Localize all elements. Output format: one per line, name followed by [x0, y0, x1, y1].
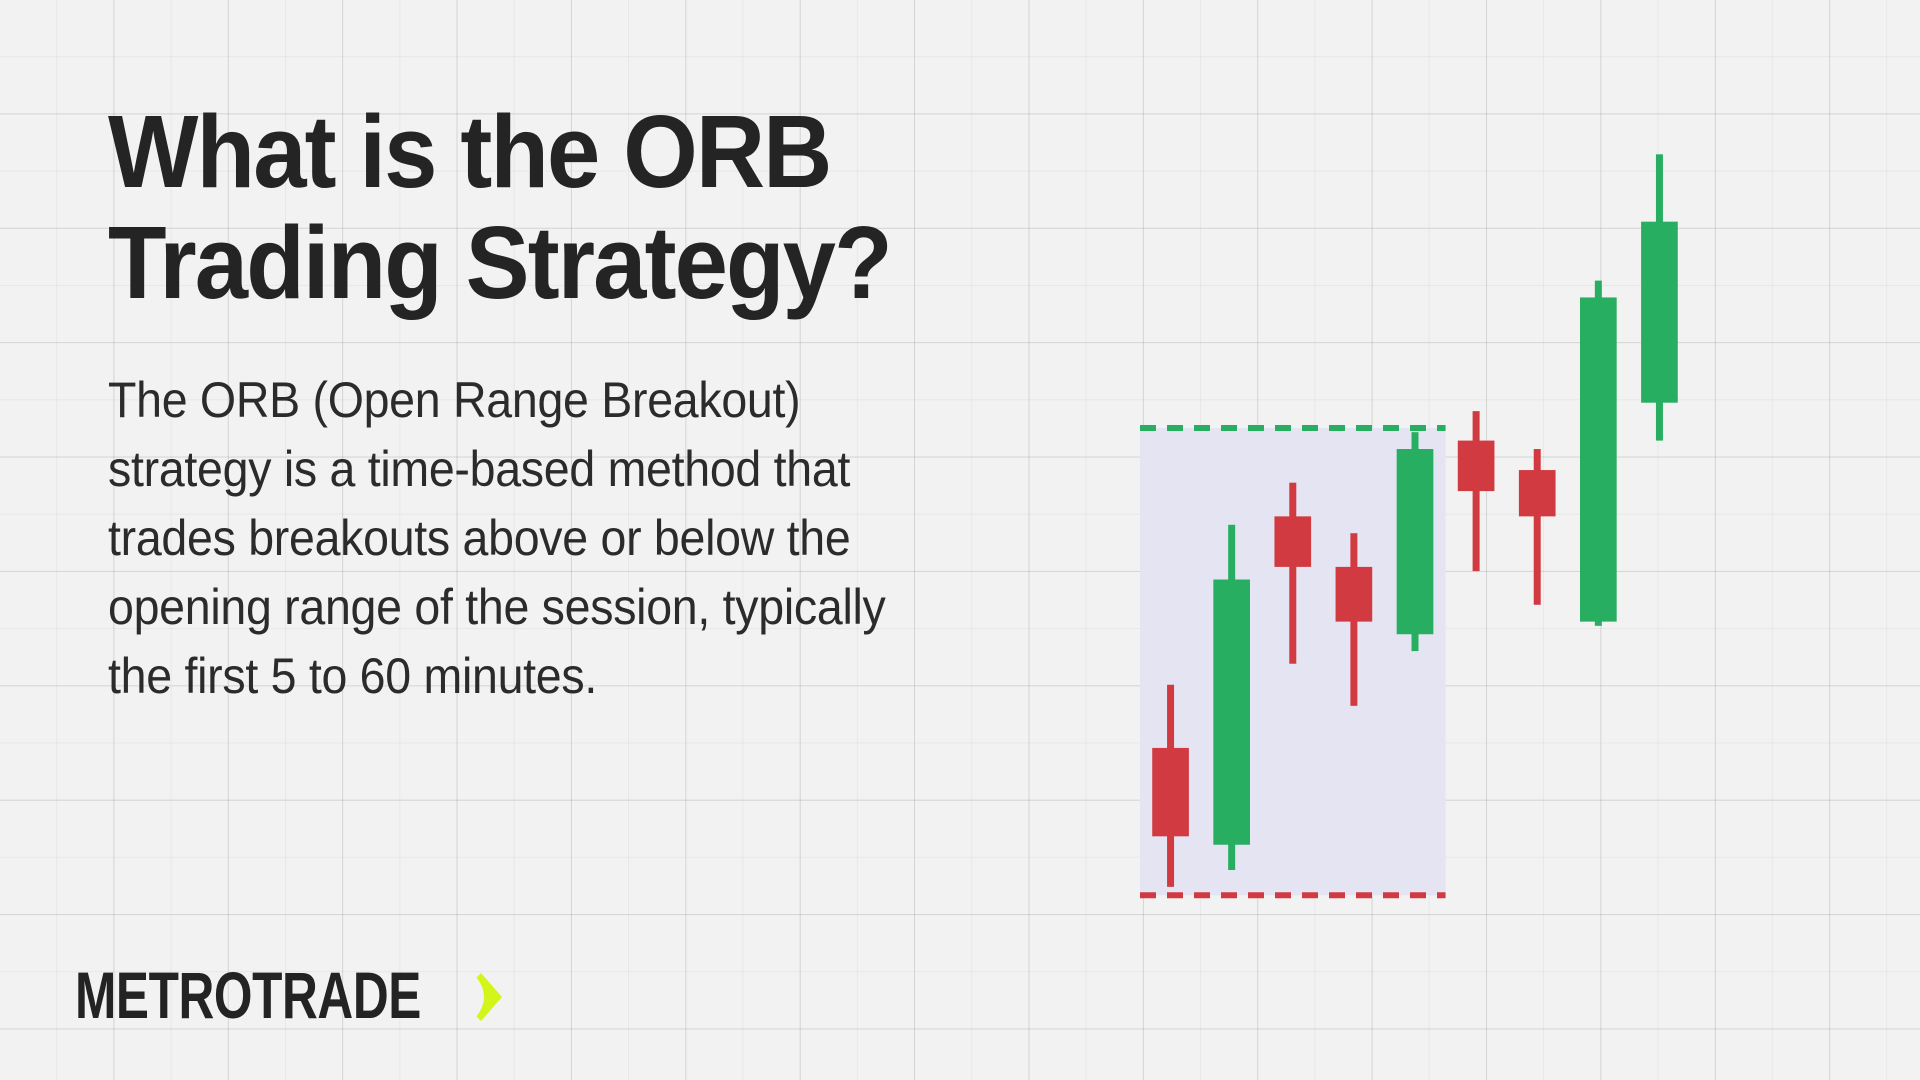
candlestick: [1213, 524, 1250, 871]
candle-body: [1274, 516, 1312, 567]
candle-body: [1152, 747, 1189, 837]
candlestick: [1518, 449, 1556, 605]
candle-body: [1396, 449, 1434, 635]
candlestick: [1152, 684, 1189, 887]
candlestick: [1396, 432, 1434, 652]
page-title: What is the ORB Trading Strategy?: [108, 94, 893, 321]
candlestick-chart-svg: [1140, 154, 1678, 899]
text-column: What is the ORB Trading Strategy? The OR…: [108, 96, 1068, 711]
candle-body: [1641, 221, 1678, 403]
candle-body: [1457, 440, 1495, 492]
candle-body: [1335, 566, 1373, 622]
brand-logo[interactable]: METROTRADE: [75, 959, 507, 1034]
candlestick: [1335, 533, 1373, 706]
body-paragraph: The ORB (Open Range Breakout) strategy i…: [108, 372, 886, 705]
candle-body: [1518, 470, 1556, 517]
candlestick: [1274, 482, 1312, 664]
chevron-right-icon: [476, 973, 503, 1021]
logo-wordmark: METROTRADE: [75, 959, 421, 1034]
candle-body: [1580, 297, 1617, 622]
candle-wick: [1289, 482, 1297, 664]
candlestick: [1641, 154, 1678, 441]
candle-wick: [1533, 449, 1541, 605]
candlestick: [1580, 280, 1617, 626]
candlestick-chart: [1100, 90, 1720, 980]
candlestick: [1457, 411, 1495, 572]
candle-body: [1213, 579, 1250, 845]
